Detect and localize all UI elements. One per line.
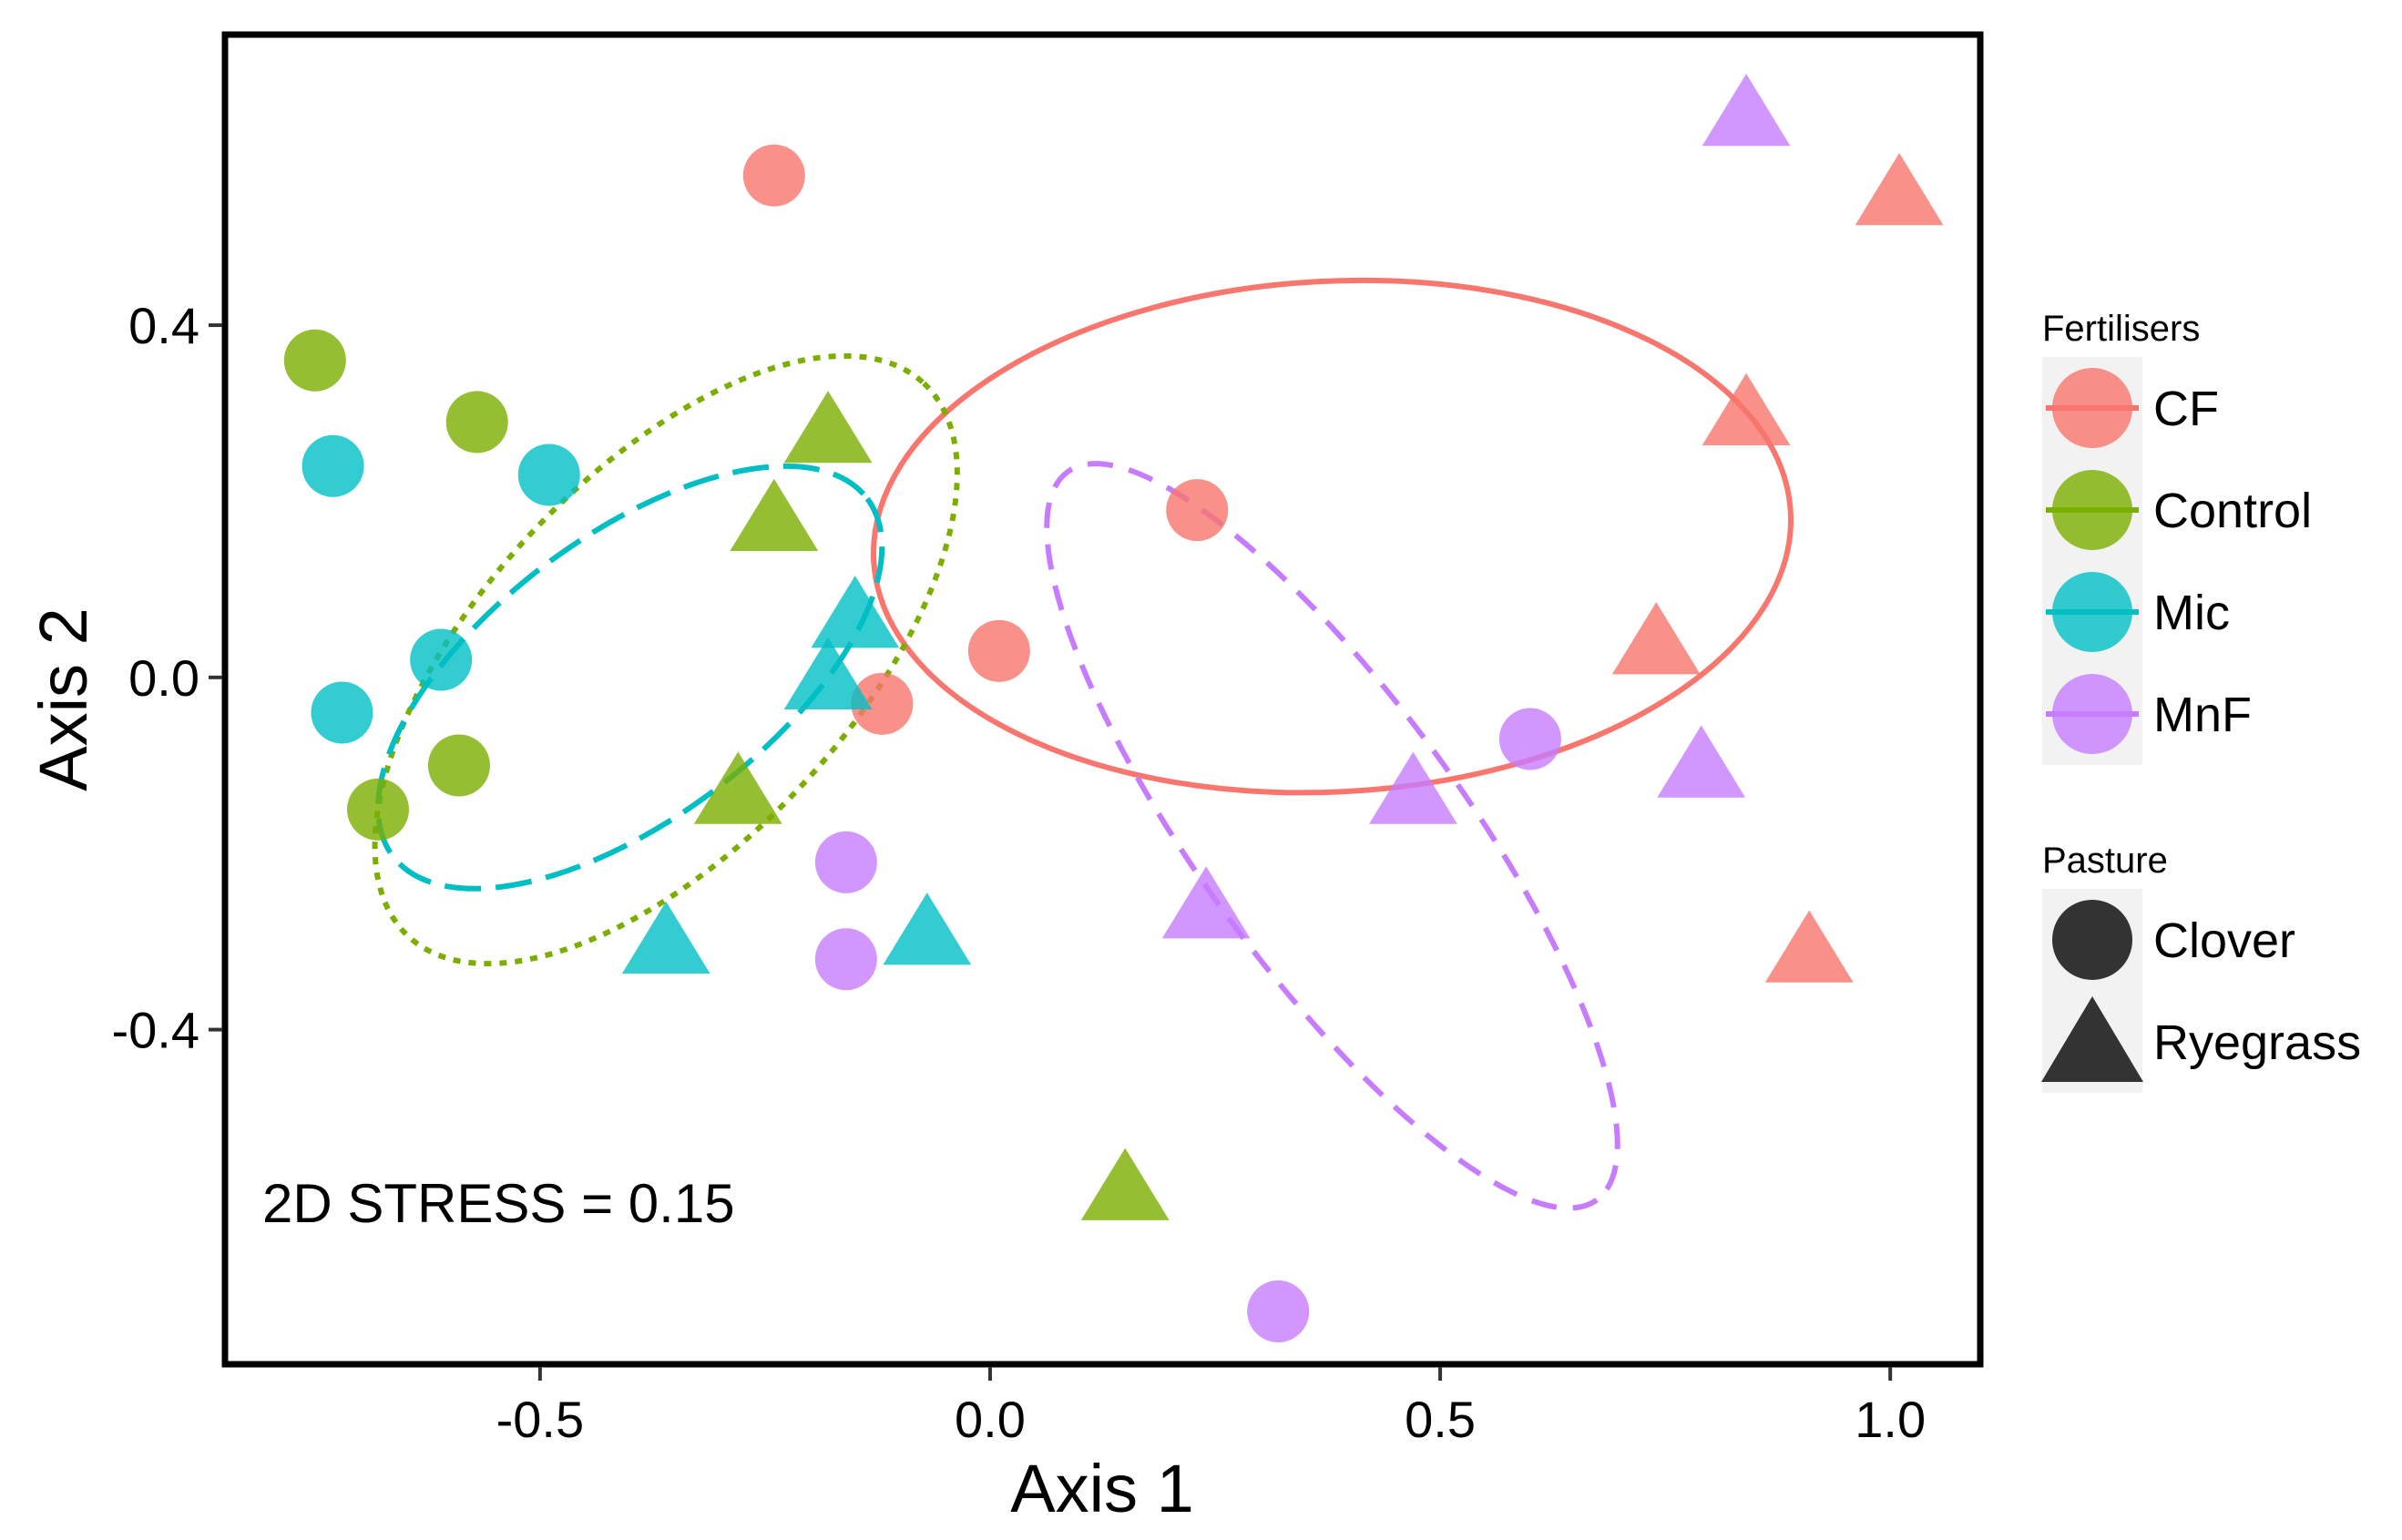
legend-label-control: Control: [2153, 484, 2312, 538]
point-mnf-clover-1: [814, 831, 877, 893]
x-tick-label: -0.5: [496, 1391, 585, 1448]
legend: Fertilisers Pasture CF Control Mic MnF Clove…: [2041, 309, 2361, 1093]
confidence-ellipses: [372, 277, 1794, 1211]
legend-key-ryegrass-marker: [2041, 996, 2143, 1082]
point-control-clover-0: [283, 329, 346, 392]
point-cf-ryegrass-7: [1764, 910, 1854, 983]
ellipse-mic: [375, 463, 885, 892]
point-cf-ryegrass-4: [1855, 153, 1944, 226]
point-cf-clover-3: [851, 672, 914, 735]
point-control-ryegrass-5: [730, 478, 819, 551]
point-mnf-ryegrass-7: [1161, 866, 1251, 939]
legend-label-cf: CF: [2153, 382, 2219, 436]
point-mic-clover-2: [410, 628, 473, 691]
ellipse-cf: [870, 277, 1794, 796]
point-control-clover-1: [445, 391, 508, 454]
legend-label-mnf: MnF: [2153, 688, 2252, 742]
point-mnf-clover-3: [1247, 1280, 1310, 1342]
x-tick-label: 0.5: [1405, 1391, 1476, 1448]
point-cf-clover-2: [967, 619, 1030, 682]
y-tick-label: 0.0: [128, 649, 199, 707]
data-points: [283, 74, 1944, 1342]
x-axis-title: Axis 1: [1010, 1451, 1194, 1526]
point-mic-ryegrass-6: [621, 901, 710, 974]
point-mic-ryegrass-7: [883, 892, 972, 965]
point-cf-ryegrass-6: [1611, 602, 1701, 675]
point-control-ryegrass-4: [783, 391, 873, 464]
point-mic-ryegrass-5: [783, 637, 873, 710]
legend-label-ryegrass: Ryegrass: [2153, 1015, 2361, 1070]
point-cf-clover-1: [1166, 479, 1229, 542]
point-mnf-clover-2: [814, 928, 877, 991]
ellipse-mnf: [1044, 461, 1620, 1211]
point-mic-ryegrass-4: [811, 576, 900, 648]
point-mic-clover-1: [517, 444, 580, 506]
point-mic-clover-3: [311, 681, 373, 744]
x-tick-label: 1.0: [1855, 1391, 1926, 1448]
legend-fertilisers-title: Fertilisers: [2042, 309, 2200, 349]
point-mic-clover-0: [302, 434, 364, 497]
plot-panel-border: [221, 31, 1984, 1368]
y-axis-title: Axis 2: [26, 607, 101, 791]
point-control-clover-2: [427, 734, 490, 797]
point-cf-clover-0: [742, 144, 805, 207]
y-tick-label: 0.4: [128, 297, 199, 354]
point-control-clover-3: [346, 778, 409, 841]
point-mnf-ryegrass-5: [1657, 725, 1746, 798]
axes: -0.5 0.0 0.5 1.0 -0.4 0.0 0.4: [112, 297, 1927, 1448]
legend-label-mic: Mic: [2153, 586, 2230, 640]
point-mnf-ryegrass-4: [1702, 74, 1791, 147]
point-control-ryegrass-7: [1080, 1147, 1170, 1220]
point-cf-ryegrass-5: [1702, 372, 1791, 445]
point-mnf-ryegrass-6: [1369, 751, 1457, 824]
legend-pasture-title: Pasture: [2042, 841, 2168, 881]
legend-key-clover-marker: [2052, 900, 2132, 980]
legend-label-clover: Clover: [2153, 913, 2295, 968]
ellipse-control: [372, 352, 960, 967]
point-control-ryegrass-6: [693, 751, 782, 824]
stress-annotation: 2D STRESS = 0.15: [262, 1173, 735, 1234]
y-tick-label: -0.4: [112, 1002, 200, 1059]
x-tick-label: 0.0: [955, 1391, 1026, 1448]
point-mnf-clover-0: [1498, 708, 1561, 770]
